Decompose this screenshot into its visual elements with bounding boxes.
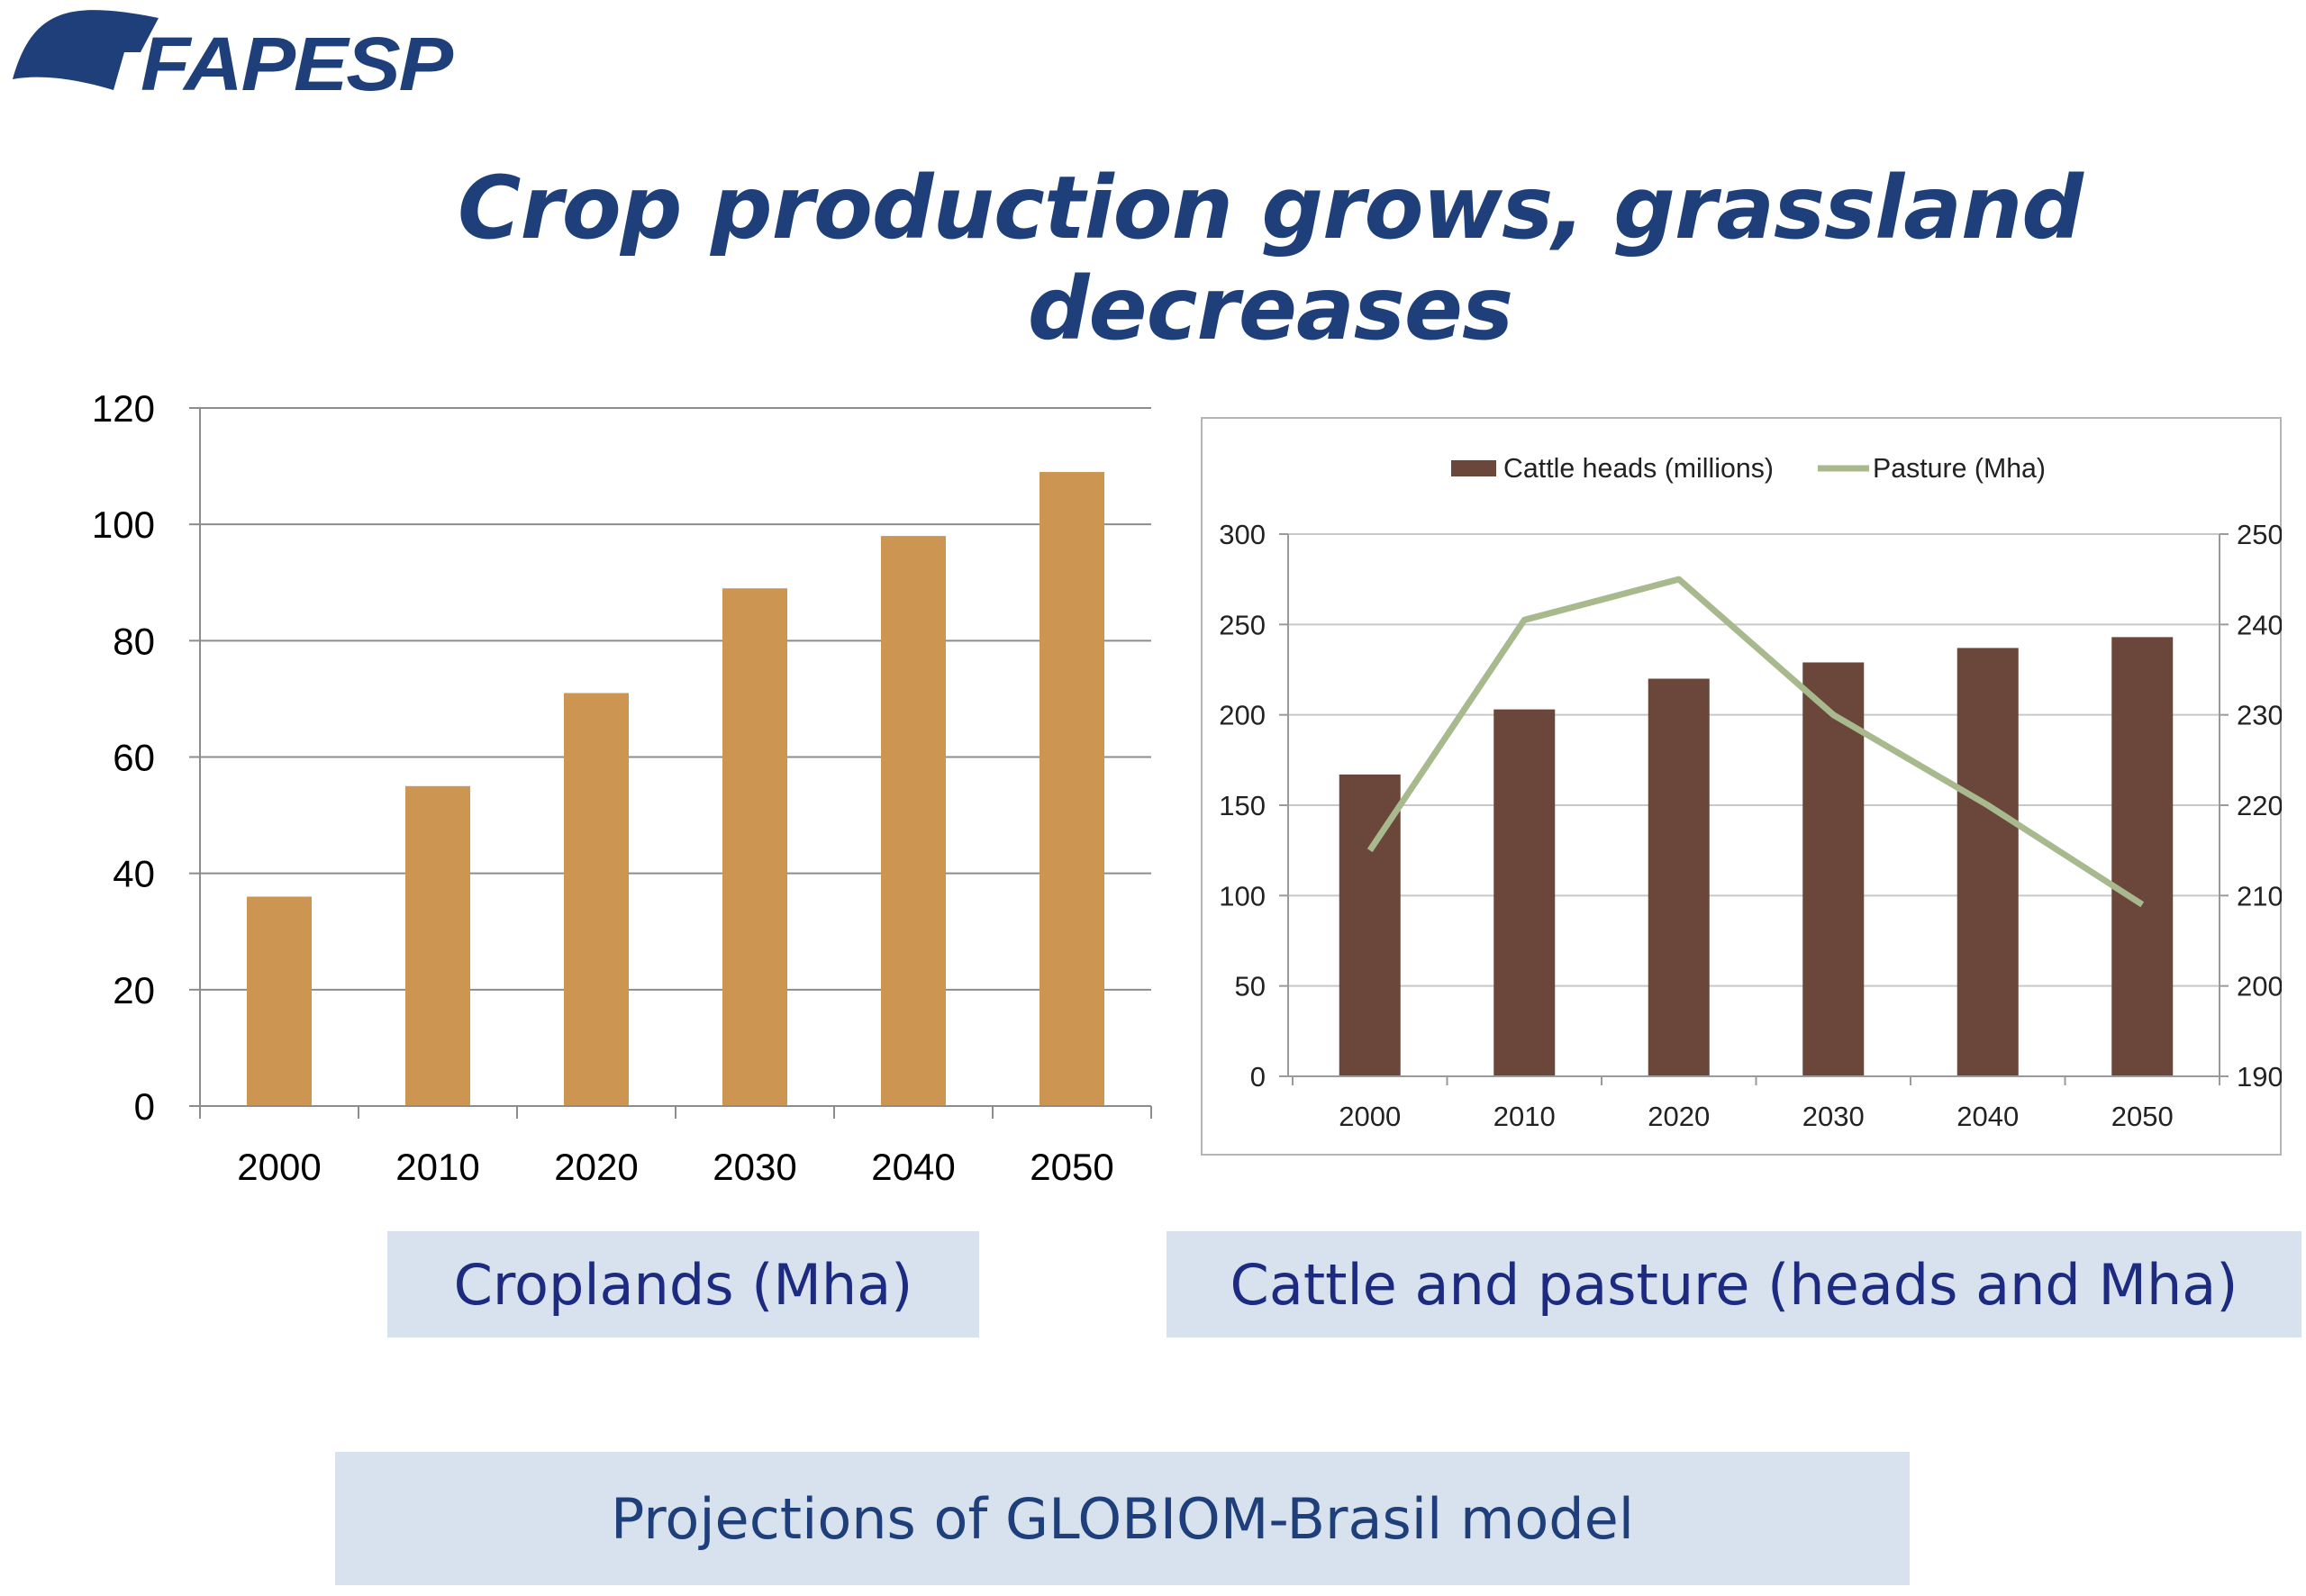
y-tick-label: 80 bbox=[113, 620, 155, 662]
x-tick-label: 2040 bbox=[1956, 1101, 2019, 1132]
cattle-pasture-legend: Cattle heads (millions) Pasture (Mha) bbox=[1451, 452, 2046, 484]
cattle-bar bbox=[1493, 709, 1556, 1076]
cattle-pasture-axes bbox=[1287, 534, 2220, 1085]
cattle-bar bbox=[1802, 662, 1865, 1076]
y-tick-label-left: 0 bbox=[1250, 1061, 1266, 1093]
x-tick-label: 2020 bbox=[1648, 1101, 1710, 1132]
y-tick-label-left: 100 bbox=[1219, 880, 1266, 911]
bar bbox=[1040, 472, 1104, 1106]
y-tick-label-right: 240 bbox=[2237, 609, 2282, 640]
y-tick-label-right: 220 bbox=[2237, 790, 2282, 821]
y-tick-label-left: 250 bbox=[1219, 609, 1266, 640]
legend-swatch-cattle bbox=[1451, 460, 1496, 476]
croplands-caption: Croplands (Mha) bbox=[387, 1231, 979, 1338]
y-tick-label: 40 bbox=[113, 853, 155, 895]
y-tick-label-right: 190 bbox=[2237, 1061, 2282, 1093]
y-tick-label-left: 300 bbox=[1219, 519, 1266, 550]
y-tick-label: 60 bbox=[113, 737, 155, 779]
cattle-pasture-x-tick-labels: 2000 2010 2020 2030 2040 2050 bbox=[1339, 1101, 2173, 1132]
y-tick-label: 100 bbox=[92, 503, 155, 546]
slide-title: Crop production grows, grassland decreas… bbox=[458, 158, 2084, 359]
x-tick-label: 2000 bbox=[237, 1146, 321, 1188]
y-tick-label: 0 bbox=[134, 1085, 155, 1128]
bar bbox=[881, 536, 946, 1106]
y-tick-label-right: 200 bbox=[2237, 971, 2282, 1002]
y-tick-label: 120 bbox=[92, 387, 155, 430]
pasture-line-group bbox=[1366, 576, 2145, 908]
y-tick-label-right: 250 bbox=[2237, 519, 2282, 550]
pasture-line bbox=[1366, 576, 2145, 908]
cattle-pasture-chart: Cattle heads (millions) Pasture (Mha) 0 50… bbox=[1219, 452, 2282, 1132]
bar bbox=[564, 693, 629, 1106]
y-tick-label-left: 50 bbox=[1235, 971, 1266, 1002]
x-tick-label: 2030 bbox=[1802, 1101, 1865, 1132]
y-tick-label: 20 bbox=[113, 969, 155, 1011]
cattle-bar bbox=[1648, 678, 1710, 1076]
x-tick-label: 2000 bbox=[1339, 1101, 1401, 1132]
x-tick-label: 2050 bbox=[1030, 1146, 1113, 1188]
fapesp-logo: FAPESP bbox=[13, 10, 456, 101]
x-tick-label: 2050 bbox=[2111, 1101, 2174, 1132]
croplands-x-tick-labels: 2000 2010 2020 2030 2040 2050 bbox=[237, 1146, 1113, 1188]
x-tick-label: 2020 bbox=[554, 1146, 638, 1188]
cattle-pasture-caption: Cattle and pasture (heads and Mha) bbox=[1167, 1231, 2301, 1338]
legend-label-cattle: Cattle heads (millions) bbox=[1503, 452, 1774, 484]
y-tick-label-left: 200 bbox=[1219, 700, 1266, 731]
cattle-bars bbox=[1339, 637, 2174, 1076]
cattle-bar bbox=[2111, 637, 2174, 1076]
croplands-y-tick-labels: 0 20 40 60 80 100 120 bbox=[92, 387, 155, 1128]
bar bbox=[405, 785, 470, 1106]
x-tick-label: 2010 bbox=[1493, 1101, 1556, 1132]
cattle-bar bbox=[1956, 648, 2019, 1076]
croplands-axes bbox=[199, 408, 1152, 1119]
flag-icon bbox=[13, 10, 159, 90]
croplands-grid bbox=[189, 407, 1151, 1107]
legend-label-pasture: Pasture (Mha) bbox=[1873, 452, 2046, 484]
x-tick-label: 2010 bbox=[395, 1146, 479, 1188]
logo-text: FAPESP bbox=[141, 22, 454, 101]
y-tick-label-right: 210 bbox=[2237, 880, 2282, 911]
pasture-y-tick-labels: 190 200 210 220 230 240 250 bbox=[2237, 519, 2282, 1093]
y-tick-label-right: 230 bbox=[2237, 700, 2282, 731]
bar bbox=[247, 896, 312, 1106]
x-tick-label: 2040 bbox=[871, 1146, 955, 1188]
x-tick-label: 2030 bbox=[713, 1146, 796, 1188]
cattle-y-tick-labels: 0 50 100 150 200 250 300 bbox=[1219, 519, 1266, 1093]
croplands-bars bbox=[247, 472, 1104, 1106]
cattle-pasture-grid bbox=[1279, 533, 2229, 1077]
footer-caption: Projections of GLOBIOM-Brasil model bbox=[335, 1452, 1910, 1585]
y-tick-label-left: 150 bbox=[1219, 790, 1266, 821]
bar bbox=[722, 588, 787, 1106]
